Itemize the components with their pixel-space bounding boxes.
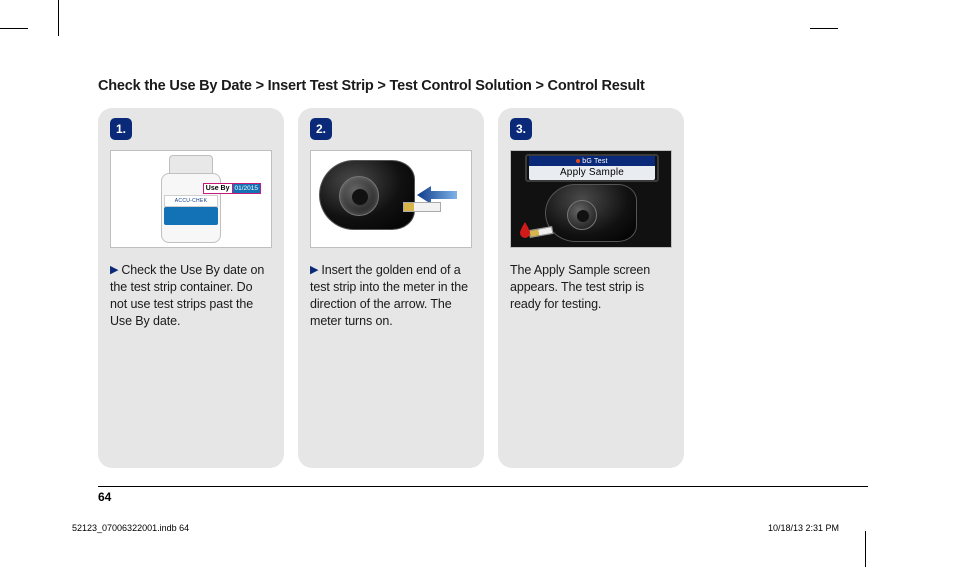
- meter-illustration: [311, 150, 471, 248]
- test-strip-icon: [528, 226, 553, 238]
- footer-file-info: 52123_07006322001.indb 64: [72, 523, 189, 533]
- use-by-date: 01/2015: [233, 183, 262, 194]
- bottle-illustration: ACCU-CHEK Use By 01/2015: [161, 155, 221, 243]
- bullet-triangle-icon: ▶: [110, 264, 118, 276]
- content-area: Check the Use By Date > Insert Test Stri…: [98, 78, 868, 468]
- step-text: ▶Check the Use By date on the test strip…: [110, 262, 272, 330]
- step-badge: 1.: [110, 118, 132, 140]
- crop-mark: [865, 531, 866, 567]
- step-text: The Apply Sample screen appears. The tes…: [510, 262, 672, 313]
- breadcrumb: Check the Use By Date > Insert Test Stri…: [98, 78, 868, 94]
- step-image-apply-sample: bG Test Apply Sample: [510, 150, 672, 248]
- bullet-triangle-icon: ▶: [310, 264, 318, 276]
- step-image-bottle: ACCU-CHEK Use By 01/2015: [110, 150, 272, 248]
- steps-row: 1. ACCU-CHEK Use By 01/2015: [98, 108, 868, 468]
- meter-illustration: bG Test Apply Sample: [511, 150, 671, 248]
- use-by-callout: Use By 01/2015: [203, 183, 261, 194]
- step-text-content: The Apply Sample screen appears. The tes…: [510, 263, 650, 311]
- step-text: ▶Insert the golden end of a test strip i…: [310, 262, 472, 330]
- test-strip-icon: [403, 202, 441, 212]
- page-number: 64: [98, 490, 111, 504]
- crop-mark: [0, 28, 28, 29]
- meter-screen-tab: bG Test: [529, 156, 655, 166]
- step-text-content: Check the Use By date on the test strip …: [110, 263, 264, 328]
- step-badge: 3.: [510, 118, 532, 140]
- bottle-brand-text: ACCU-CHEK: [164, 195, 218, 207]
- step-panel-1: 1. ACCU-CHEK Use By 01/2015: [98, 108, 284, 468]
- page-number-rule: [98, 486, 868, 487]
- step-text-content: Insert the golden end of a test strip in…: [310, 263, 468, 328]
- step-badge: 2.: [310, 118, 332, 140]
- manual-page: Check the Use By Date > Insert Test Stri…: [0, 0, 954, 567]
- step-panel-3: 3. bG Test Apply Sample: [498, 108, 684, 468]
- blood-drop-icon: [519, 222, 531, 243]
- step-panel-2: 2.: [298, 108, 484, 468]
- use-by-label: Use By: [203, 183, 233, 194]
- crop-mark: [810, 28, 838, 29]
- crop-mark: [58, 0, 59, 36]
- step-image-insert-strip: [310, 150, 472, 248]
- footer-timestamp: 10/18/13 2:31 PM: [768, 523, 839, 533]
